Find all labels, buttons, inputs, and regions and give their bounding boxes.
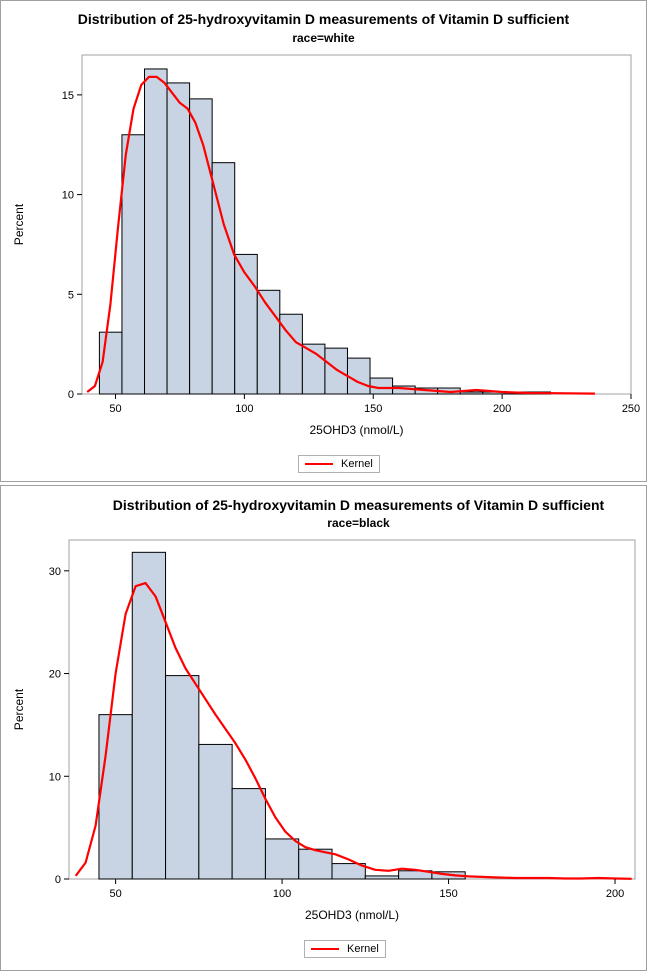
kernel-density-line [74,581,632,880]
histogram-bar [331,863,366,880]
x-axis-label: 25OHD3 (nmol/L) [305,908,399,922]
x-tick-label: 150 [364,403,382,415]
kernel-density-line [86,75,595,395]
chart-subtitle: race=white [292,31,355,45]
histogram-bar [198,743,233,880]
y-tick-label: 10 [62,190,74,202]
chart-title: Distribution of 25-hydroxyvitamin D meas… [112,497,605,513]
histogram-bar [166,82,191,395]
kernel-legend-swatch [311,948,339,950]
histogram-bar [121,134,146,395]
kernel-legend-swatch [305,463,333,465]
legend-label: Kernel [347,943,379,955]
histogram-bar [346,357,371,395]
y-tick-label: 15 [62,90,74,102]
x-tick-label: 200 [493,403,511,415]
x-tick-label: 100 [273,888,291,900]
y-tick-label: 20 [49,669,61,681]
chart-panel-black: Distribution of 25-hydroxyvitamin D meas… [0,485,647,971]
histogram-bar [165,675,200,880]
y-tick-label: 0 [55,874,61,886]
x-tick-label: 50 [109,403,121,415]
histogram-bar [189,98,213,395]
legend: Kernel [298,455,380,473]
y-tick-label: 0 [68,389,74,401]
histogram-bar [324,347,348,395]
histogram-bar [364,875,400,880]
y-axis-label: Percent [12,203,26,245]
x-tick-label: 150 [439,888,457,900]
histogram-bar [459,391,484,395]
x-tick-label: 250 [622,403,640,415]
histogram-bar [211,162,236,395]
legend: Kernel [304,940,386,958]
y-tick-label: 10 [49,771,61,783]
x-tick-label: 200 [606,888,624,900]
chart-panel-white: Distribution of 25-hydroxyvitamin D meas… [0,0,647,482]
histogram-bar [144,68,168,395]
y-tick-label: 5 [68,289,74,301]
histogram-bar [231,788,266,880]
x-axis-label: 25OHD3 (nmol/L) [309,423,403,437]
legend-label: Kernel [341,458,373,470]
histogram-black: 50 100 150 200 0 10 20 30 25OHD3 (nmol/L) Percent [12,539,636,922]
histogram-bar [264,838,300,880]
chart-subtitle: race=black [327,516,390,530]
histogram-bar [131,551,167,880]
x-tick-label: 100 [235,403,253,415]
chart-title: Distribution of 25-hydroxyvitamin D meas… [77,11,570,27]
histogram-bar [98,714,133,880]
y-axis-label: Percent [12,688,26,730]
histogram-white: 50 100 150 200 250 0 5 10 15 25OHD3 (nmol/L) Perce… [12,54,640,437]
y-tick-label: 30 [49,566,61,578]
x-tick-label: 50 [109,888,121,900]
